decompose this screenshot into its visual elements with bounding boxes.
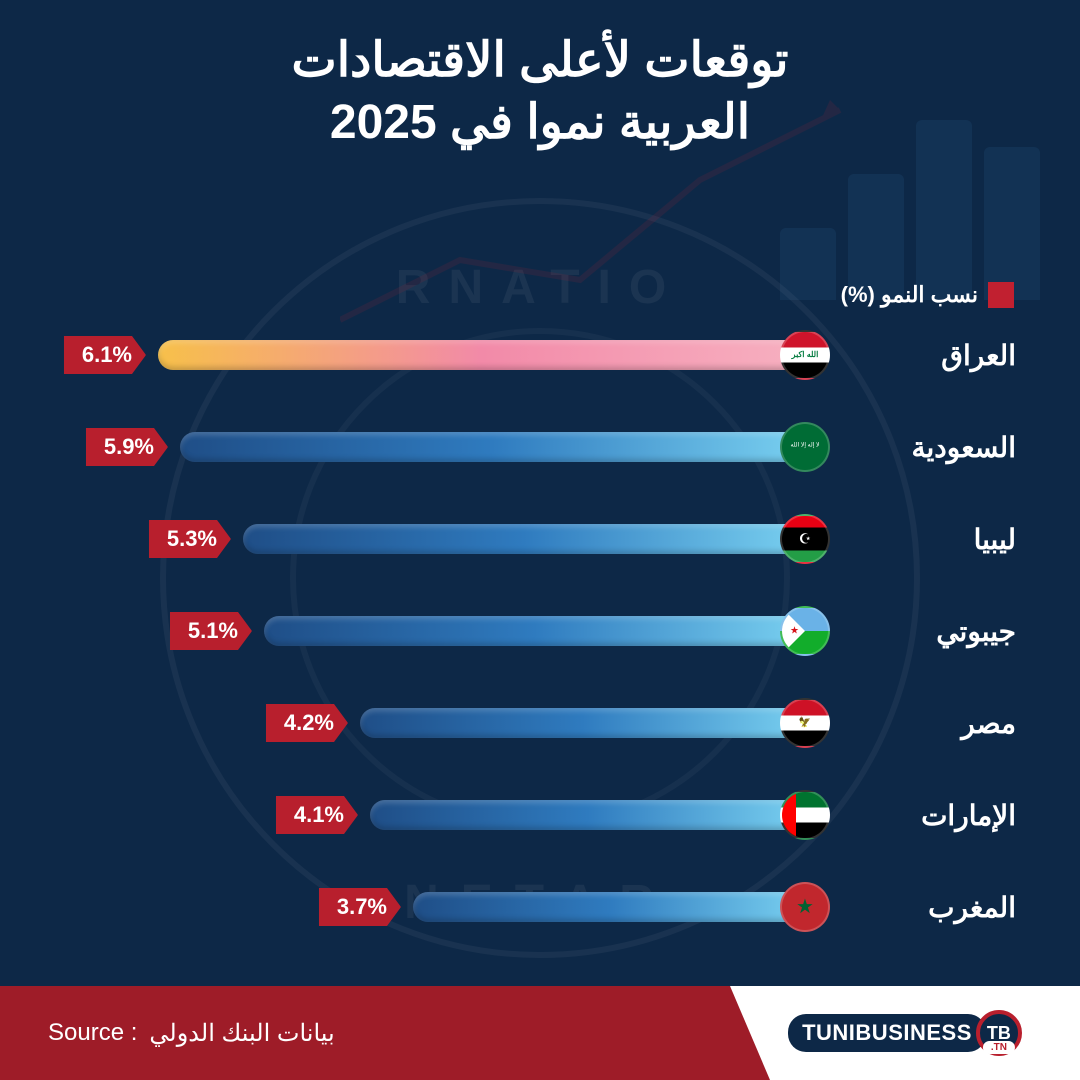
title-line-2: العربية نموا في 2025 xyxy=(330,96,750,149)
title-line-1: توقعات لأعلى الاقتصادات xyxy=(292,34,789,87)
country-label: الإمارات xyxy=(846,799,1016,832)
country-label: المغرب xyxy=(846,891,1016,924)
legend-label: نسب النمو (%) xyxy=(841,282,978,308)
tunibusiness-logo: TUNIBUSINESS TB .TN xyxy=(788,1010,1022,1056)
bar-area: 3.7% xyxy=(413,892,805,922)
chart-row: 3.7% المغرب xyxy=(64,882,1016,932)
value-badge: 5.3% xyxy=(149,520,231,558)
bar xyxy=(360,708,805,738)
value-badge: 3.7% xyxy=(319,888,401,926)
bar xyxy=(370,800,805,830)
value-badge: 5.1% xyxy=(170,612,252,650)
growth-bar-chart: 6.1% العراق 5.9% السعودية 5.3% ليبيا 5.1% جيبوت… xyxy=(0,330,1080,974)
bar xyxy=(413,892,805,922)
legend-swatch xyxy=(988,282,1014,308)
chart-row: 5.1% جيبوتي xyxy=(64,606,1016,656)
bar-area: 5.1% xyxy=(264,616,805,646)
chart-row: 5.3% ليبيا xyxy=(64,514,1016,564)
logo-wordmark: TUNIBUSINESS xyxy=(788,1014,986,1052)
flag-icon xyxy=(780,330,830,380)
source-text: بيانات البنك الدولي xyxy=(149,1019,334,1048)
bar-area: 4.2% xyxy=(360,708,805,738)
country-label: السعودية xyxy=(846,431,1016,464)
flag-icon xyxy=(780,698,830,748)
value-badge: 6.1% xyxy=(64,336,146,374)
chart-row: 5.9% السعودية xyxy=(64,422,1016,472)
flag-icon xyxy=(780,606,830,656)
flag-icon xyxy=(780,422,830,472)
chart-row: 6.1% العراق xyxy=(64,330,1016,380)
chart-row: 4.1% الإمارات xyxy=(64,790,1016,840)
flag-icon xyxy=(780,514,830,564)
bar-area: 5.3% xyxy=(243,524,805,554)
flag-icon xyxy=(780,790,830,840)
bar xyxy=(180,432,805,462)
logo-tn: .TN xyxy=(983,1041,1015,1054)
footer-source-bar: Source : بيانات البنك الدولي xyxy=(0,986,770,1080)
page-title: توقعات لأعلى الاقتصادات العربية نموا في … xyxy=(0,30,1080,155)
country-label: مصر xyxy=(846,707,1016,740)
country-label: جيبوتي xyxy=(846,615,1016,648)
bar-area: 4.1% xyxy=(370,800,805,830)
bar-area: 6.1% xyxy=(158,340,805,370)
country-label: ليبيا xyxy=(846,523,1016,556)
flag-icon xyxy=(780,882,830,932)
footer-logo-area: TUNIBUSINESS TB .TN xyxy=(730,986,1080,1080)
footer: Source : بيانات البنك الدولي TUNIBUSINES… xyxy=(0,986,1080,1080)
value-badge: 4.2% xyxy=(266,704,348,742)
chart-row: 4.2% مصر xyxy=(64,698,1016,748)
bar xyxy=(243,524,805,554)
country-label: العراق xyxy=(846,339,1016,372)
legend: نسب النمو (%) xyxy=(841,282,1014,308)
bar xyxy=(158,340,805,370)
bar-area: 5.9% xyxy=(180,432,805,462)
logo-badge: TB .TN xyxy=(976,1010,1022,1056)
bar xyxy=(264,616,805,646)
value-badge: 4.1% xyxy=(276,796,358,834)
source-prefix: Source : xyxy=(48,1019,137,1047)
value-badge: 5.9% xyxy=(86,428,168,466)
